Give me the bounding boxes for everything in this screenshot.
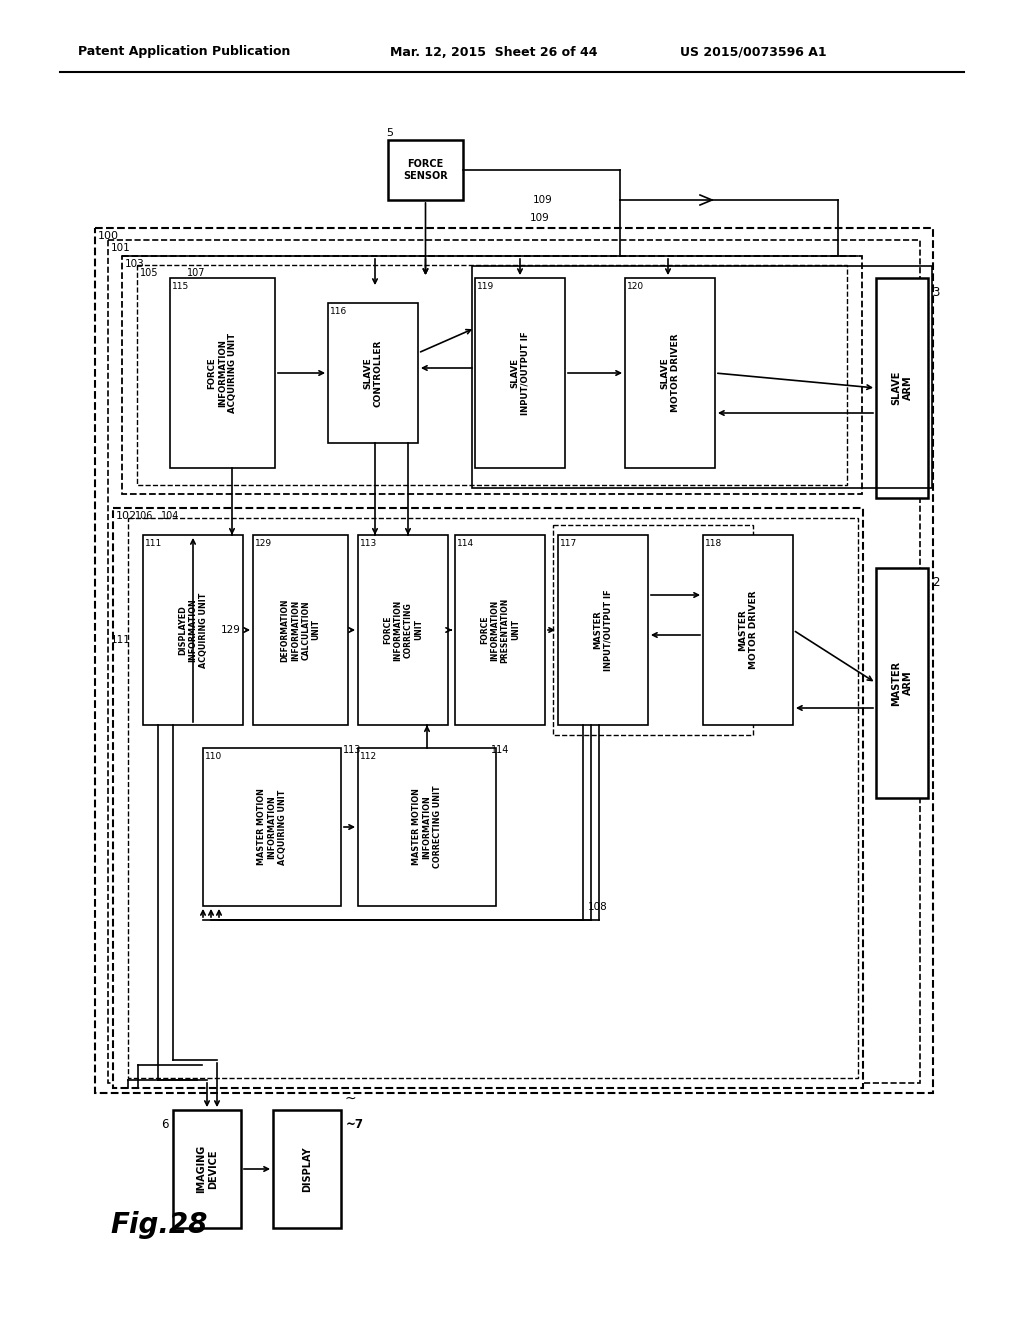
Text: 119: 119	[477, 282, 495, 290]
Bar	[358, 535, 449, 725]
Bar	[625, 279, 715, 469]
Bar	[388, 140, 463, 201]
Bar	[170, 279, 275, 469]
Text: 115: 115	[172, 282, 189, 290]
Text: 6: 6	[162, 1118, 169, 1131]
Text: Mar. 12, 2015  Sheet 26 of 44: Mar. 12, 2015 Sheet 26 of 44	[390, 45, 597, 58]
Text: DEFORMATION
INFORMATION
CALCULATION
UNIT: DEFORMATION INFORMATION CALCULATION UNIT	[281, 598, 321, 661]
Text: 107: 107	[187, 268, 206, 279]
Text: MASTER
MOTOR DRIVER: MASTER MOTOR DRIVER	[738, 591, 758, 669]
Text: IMAGING
DEVICE: IMAGING DEVICE	[197, 1144, 218, 1193]
Text: 111: 111	[111, 635, 131, 645]
Bar	[358, 748, 496, 906]
Text: 2: 2	[932, 576, 939, 589]
Text: DISPLAYED
INFORMATION
ACQUIRING UNIT: DISPLAYED INFORMATION ACQUIRING UNIT	[178, 593, 208, 668]
Text: 100: 100	[98, 231, 119, 242]
Text: 102: 102	[116, 511, 137, 521]
Text: FORCE
INFORMATION
ACQUIRING UNIT: FORCE INFORMATION ACQUIRING UNIT	[208, 333, 238, 413]
Text: 101: 101	[111, 243, 131, 253]
Text: FORCE
INFORMATION
PRESENTATION
UNIT: FORCE INFORMATION PRESENTATION UNIT	[480, 598, 520, 663]
Bar	[558, 535, 648, 725]
Text: 109: 109	[534, 195, 553, 205]
Bar	[472, 267, 932, 488]
Text: DISPLAY: DISPLAY	[302, 1146, 312, 1192]
Bar	[95, 228, 933, 1093]
Text: 105: 105	[140, 268, 159, 279]
Bar	[328, 304, 418, 444]
Text: 129: 129	[255, 539, 272, 548]
Text: 111: 111	[145, 539, 162, 548]
Bar	[203, 748, 341, 906]
Text: 109: 109	[530, 213, 550, 223]
Text: 106: 106	[135, 511, 154, 521]
Text: 103: 103	[125, 259, 144, 269]
Bar	[137, 265, 847, 484]
Text: 108: 108	[588, 902, 608, 912]
Text: 3: 3	[932, 286, 939, 300]
Bar	[113, 508, 863, 1088]
Text: SLAVE
ARM: SLAVE ARM	[891, 371, 912, 405]
Text: 114: 114	[490, 744, 509, 755]
Text: SLAVE
CONTROLLER: SLAVE CONTROLLER	[364, 339, 383, 407]
Bar	[173, 1110, 241, 1228]
Text: 114: 114	[457, 539, 474, 548]
Text: SLAVE
INPUT/OUTPUT IF: SLAVE INPUT/OUTPUT IF	[510, 331, 529, 414]
Bar	[273, 1110, 341, 1228]
Text: 5: 5	[386, 128, 393, 139]
Text: Patent Application Publication: Patent Application Publication	[78, 45, 291, 58]
Text: 117: 117	[560, 539, 578, 548]
Text: Fig.28: Fig.28	[110, 1210, 208, 1239]
Text: 113: 113	[360, 539, 377, 548]
Bar	[122, 256, 862, 494]
Bar	[703, 535, 793, 725]
Text: US 2015/0073596 A1: US 2015/0073596 A1	[680, 45, 826, 58]
Bar	[876, 568, 928, 799]
Text: 116: 116	[330, 308, 347, 315]
Text: ~7: ~7	[346, 1118, 364, 1131]
Text: FORCE
SENSOR: FORCE SENSOR	[403, 160, 447, 181]
Text: MASTER MOTION
INFORMATION
CORRECTING UNIT: MASTER MOTION INFORMATION CORRECTING UNI…	[412, 785, 442, 869]
Text: MASTER
ARM: MASTER ARM	[891, 660, 912, 706]
Bar	[475, 279, 565, 469]
Bar	[108, 240, 920, 1082]
Bar	[128, 517, 858, 1078]
Text: FORCE
INFORMATION
CORRECTING
UNIT: FORCE INFORMATION CORRECTING UNIT	[383, 599, 423, 660]
Bar	[455, 535, 545, 725]
Text: 113: 113	[343, 744, 361, 755]
Text: 118: 118	[705, 539, 722, 548]
Text: 110: 110	[205, 752, 222, 762]
Text: 104: 104	[161, 511, 179, 521]
Text: 120: 120	[627, 282, 644, 290]
Bar	[253, 535, 348, 725]
Bar	[876, 279, 928, 498]
Text: 112: 112	[360, 752, 377, 762]
Text: SLAVE
MOTOR DRIVER: SLAVE MOTOR DRIVER	[660, 334, 680, 412]
Bar	[553, 525, 753, 735]
Bar	[143, 535, 243, 725]
Text: ~: ~	[344, 1092, 355, 1106]
Text: MASTER MOTION
INFORMATION
ACQUIRING UNIT: MASTER MOTION INFORMATION ACQUIRING UNIT	[257, 788, 287, 866]
Text: MASTER
INPUT/OUTPUT IF: MASTER INPUT/OUTPUT IF	[593, 589, 612, 671]
Text: 129: 129	[221, 624, 241, 635]
